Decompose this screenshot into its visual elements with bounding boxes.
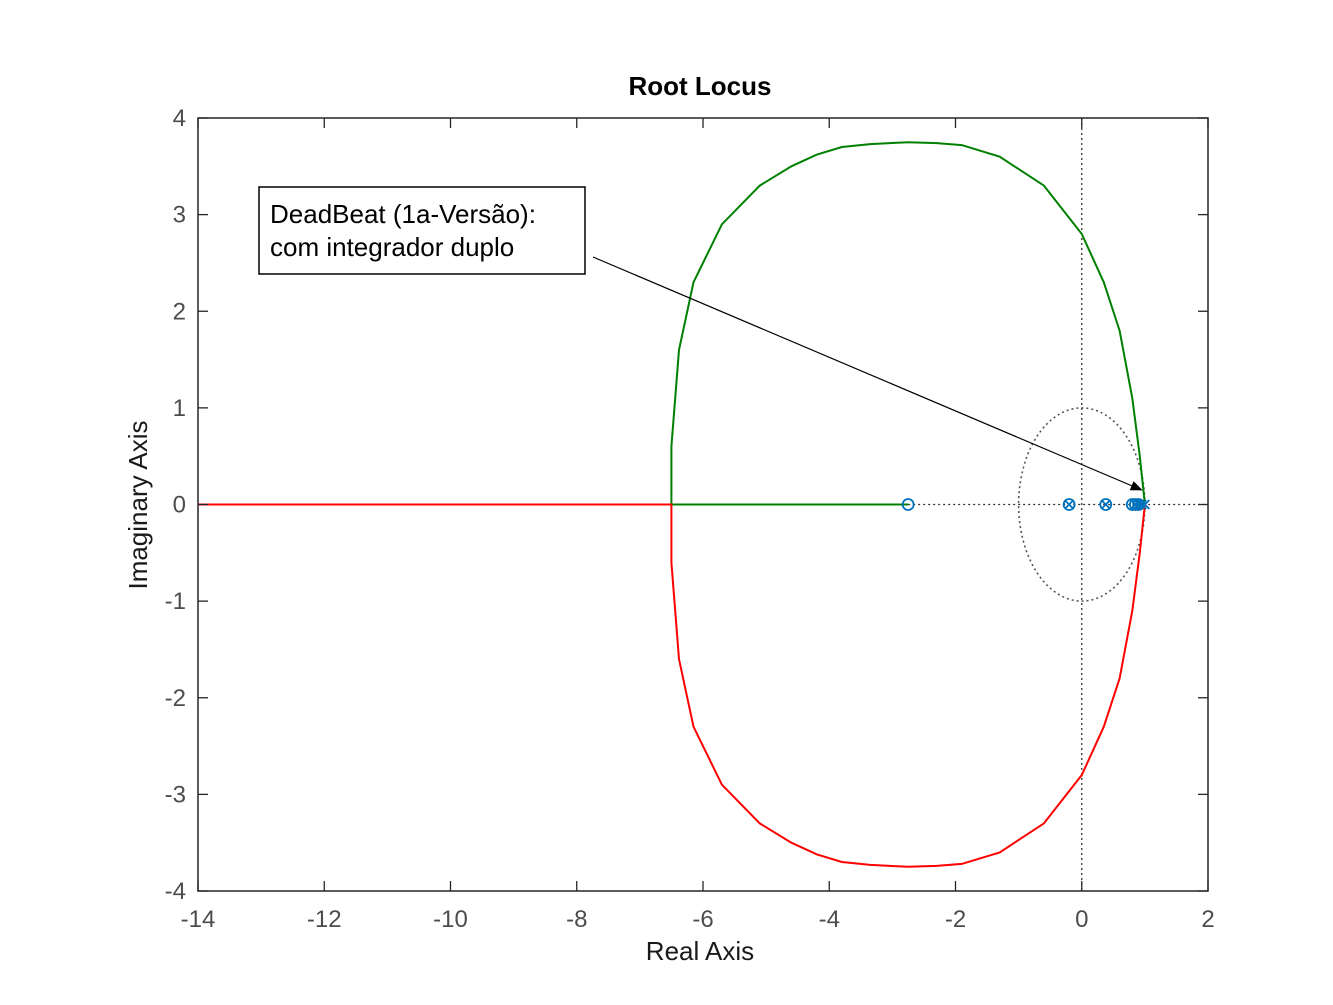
locus-branch-2	[198, 503, 1146, 868]
locus-branch-1	[670, 141, 1146, 506]
x-tick-label: -6	[692, 906, 713, 933]
y-tick-label: -1	[165, 588, 186, 615]
x-tick-label: 0	[1075, 906, 1088, 933]
y-tick-label: 2	[173, 298, 186, 325]
x-tick-label: 2	[1201, 906, 1214, 933]
pole-marker-1	[1063, 499, 1075, 510]
annotation-line-1: DeadBeat (1a-Versão):	[270, 199, 536, 229]
zero-marker-3	[1099, 498, 1113, 511]
x-tick-label: -2	[945, 906, 966, 933]
y-tick-label: 1	[173, 395, 186, 422]
chart-title: Root Locus	[629, 71, 772, 101]
y-tick-label: 4	[173, 105, 186, 132]
pole-marker-6	[1139, 499, 1151, 510]
y-tick-label: 3	[173, 202, 186, 229]
x-tick-label: -4	[819, 906, 840, 933]
annotation-arrow	[592, 256, 1143, 491]
x-tick-label: -14	[181, 906, 216, 933]
x-tick-label: -8	[566, 906, 587, 933]
pole-marker-5	[1136, 499, 1147, 510]
pole-marker-2	[1100, 499, 1111, 510]
x-tick-label: -10	[433, 906, 468, 933]
annotation-line-2: com integrador duplo	[270, 232, 514, 262]
y-tick-label: 0	[173, 492, 186, 519]
x-tick-label: -12	[307, 906, 342, 933]
annotation-box	[258, 186, 586, 275]
zero-marker-1	[901, 498, 915, 511]
y-tick-label: -4	[165, 878, 186, 905]
y-axis-label: Imaginary Axis	[123, 420, 153, 589]
x-axis-label: Real Axis	[646, 936, 754, 966]
y-tick-label: -2	[165, 685, 186, 712]
y-tick-label: -3	[165, 781, 186, 808]
zero-marker-2	[1062, 498, 1076, 511]
annotation: DeadBeat (1a-Versão): com integrador dup…	[258, 186, 1143, 491]
